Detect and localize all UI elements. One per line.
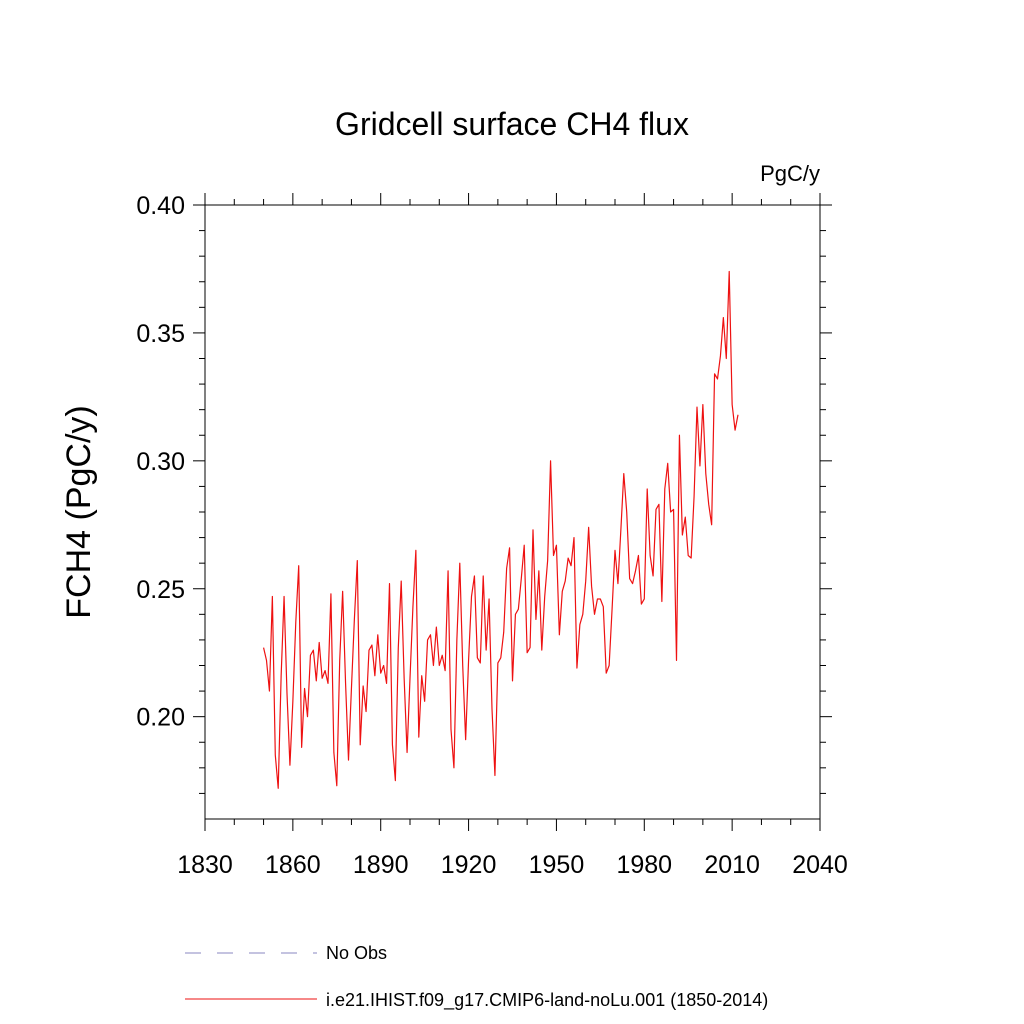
y-tick-label-2: 0.30 — [136, 448, 185, 476]
legend: No Obs i.e21.IHIST.f09_g17.CMIP6-land-no… — [185, 943, 768, 1011]
axis-ticks — [193, 193, 832, 831]
x-tick-label-1890: 1890 — [353, 851, 409, 879]
x-tick-label-1830: 1830 — [177, 851, 233, 879]
y-tick-label-4: 0.40 — [136, 192, 185, 220]
x-tick-labels: 1830 1860 1890 1920 1950 1980 2010 2040 — [177, 851, 848, 879]
x-tick-label-1860: 1860 — [265, 851, 321, 879]
y-axis-label: FCH4 (PgC/y) — [60, 405, 98, 618]
chart-title: Gridcell surface CH4 flux — [335, 106, 689, 142]
x-tick-label-2040: 2040 — [792, 851, 848, 879]
y-tick-label-3: 0.35 — [136, 320, 185, 348]
x-tick-label-1980: 1980 — [616, 851, 672, 879]
x-tick-label-1920: 1920 — [441, 851, 497, 879]
legend-label-model-run: i.e21.IHIST.f09_g17.CMIP6-land-noLu.001 … — [326, 990, 768, 1011]
y-tick-labels: 0.20 0.25 0.30 0.35 0.40 — [136, 192, 185, 732]
series-line-0 — [262, 270, 739, 789]
y-tick-label-0: 0.20 — [136, 704, 185, 732]
x-tick-label-1950: 1950 — [529, 851, 585, 879]
y-tick-label-1: 0.25 — [136, 576, 185, 604]
legend-label-no-obs: No Obs — [326, 943, 387, 963]
plot-frame — [204, 204, 821, 820]
units-label: PgC/y — [760, 161, 820, 186]
series-layer — [262, 270, 739, 789]
x-tick-label-2010: 2010 — [704, 851, 760, 879]
